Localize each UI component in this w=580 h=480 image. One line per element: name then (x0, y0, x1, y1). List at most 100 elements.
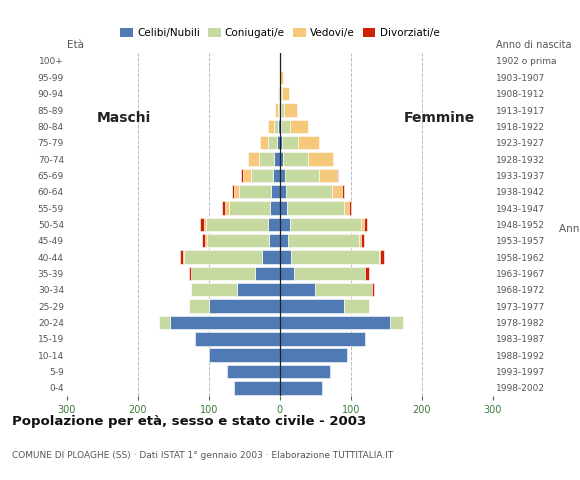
Bar (287, 201, 344, 215)
Bar (280, 103, 281, 117)
Text: Età: Età (67, 39, 84, 49)
Bar (232, 185, 234, 198)
Bar (280, 251, 291, 264)
Bar (170, 316, 280, 329)
Bar (269, 120, 274, 133)
Bar (342, 185, 344, 198)
Bar (319, 168, 336, 182)
Bar (260, 136, 269, 149)
Bar (361, 218, 364, 231)
Bar (209, 300, 280, 313)
Bar (278, 87, 279, 100)
Bar (278, 120, 280, 133)
Bar (281, 87, 282, 100)
Bar (206, 218, 269, 231)
Bar (280, 71, 284, 84)
Bar (279, 103, 280, 117)
Bar (241, 168, 243, 182)
Bar (280, 136, 282, 149)
Bar (379, 251, 380, 264)
Bar (234, 185, 240, 198)
Bar (390, 316, 403, 329)
Bar (243, 168, 252, 182)
Bar (209, 348, 280, 362)
Bar (159, 316, 170, 329)
Bar (281, 120, 290, 133)
Bar (191, 267, 255, 280)
Bar (273, 168, 280, 182)
Bar (202, 234, 205, 248)
Bar (280, 332, 365, 346)
Bar (195, 332, 280, 346)
Bar (280, 218, 290, 231)
Bar (364, 218, 367, 231)
Bar (290, 120, 307, 133)
Text: Anno di nascita: Anno di nascita (496, 40, 571, 50)
Bar (365, 267, 369, 280)
Bar (222, 201, 225, 215)
Bar (200, 218, 204, 231)
Bar (271, 185, 280, 198)
Bar (229, 201, 270, 215)
Bar (270, 201, 280, 215)
Bar (344, 201, 350, 215)
Text: Popolazione per età, sesso e stato civile - 2003: Popolazione per età, sesso e stato civil… (12, 415, 366, 428)
Bar (269, 218, 280, 231)
Text: Maschi: Maschi (96, 111, 151, 125)
Bar (191, 283, 237, 297)
Bar (180, 251, 183, 264)
Bar (280, 316, 390, 329)
Bar (259, 152, 274, 166)
Bar (240, 185, 271, 198)
Bar (291, 251, 379, 264)
Legend: Celibi/Nubili, Coniugati/e, Vedovi/e, Divorziati/e: Celibi/Nubili, Coniugati/e, Vedovi/e, Di… (116, 24, 444, 42)
Bar (280, 365, 329, 378)
Bar (280, 234, 288, 248)
Bar (269, 136, 277, 149)
Bar (316, 283, 372, 297)
Bar (225, 201, 229, 215)
Text: COMUNE DI PLOAGHE (SS) · Dati ISTAT 1° gennaio 2003 · Elaborazione TUTTITALIA.IT: COMUNE DI PLOAGHE (SS) · Dati ISTAT 1° g… (12, 451, 393, 460)
Bar (206, 234, 269, 248)
Bar (278, 103, 279, 117)
Bar (360, 234, 361, 248)
Bar (277, 136, 280, 149)
Bar (288, 234, 360, 248)
Bar (280, 185, 285, 198)
Bar (285, 168, 319, 182)
Bar (274, 120, 278, 133)
Bar (280, 348, 347, 362)
Bar (279, 87, 280, 100)
Bar (280, 87, 281, 100)
Bar (350, 201, 351, 215)
Bar (280, 201, 287, 215)
Bar (309, 152, 333, 166)
Bar (189, 300, 209, 313)
Bar (337, 168, 338, 182)
Bar (284, 152, 309, 166)
Bar (372, 283, 374, 297)
Bar (248, 152, 259, 166)
Bar (183, 251, 184, 264)
Bar (344, 300, 369, 313)
Bar (298, 136, 319, 149)
Bar (290, 218, 361, 231)
Bar (234, 381, 280, 395)
Bar (282, 136, 298, 149)
Bar (280, 300, 344, 313)
Bar (204, 218, 206, 231)
Bar (280, 381, 322, 395)
Bar (284, 103, 297, 117)
Bar (255, 267, 280, 280)
Bar (280, 120, 281, 133)
Bar (361, 234, 364, 248)
Bar (294, 267, 365, 280)
Bar (280, 267, 294, 280)
Bar (281, 103, 284, 117)
Bar (280, 152, 284, 166)
Bar (280, 283, 316, 297)
Bar (282, 87, 289, 100)
Bar (380, 251, 383, 264)
Bar (285, 185, 332, 198)
Bar (262, 251, 280, 264)
